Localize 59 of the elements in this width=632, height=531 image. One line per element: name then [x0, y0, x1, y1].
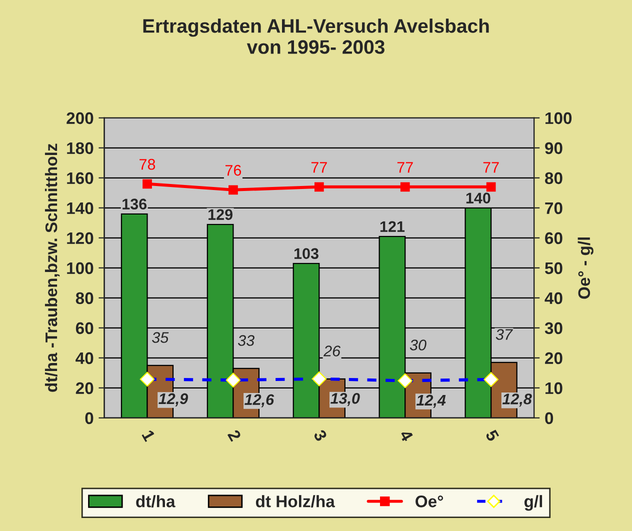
y2-tick-label: 40	[544, 292, 562, 304]
data-label: 12,4	[416, 394, 446, 408]
x-tick-label: 2	[227, 429, 242, 442]
chart-title: Ertragsdaten AHL-Versuch Avelsbach von 1995- 2003	[143, 18, 489, 54]
data-label: 12,8	[502, 394, 532, 407]
y-tick-label: 180	[67, 142, 94, 154]
y2-axis-title: Oe° - g/l	[578, 237, 594, 299]
data-label: 77	[311, 162, 327, 173]
legend-label: dt/ha	[136, 495, 176, 508]
x-tick-label: 5	[485, 429, 500, 442]
y-tick-label: 100	[67, 262, 94, 274]
data-label: 76	[225, 164, 242, 176]
data-label: 77	[397, 162, 413, 173]
y2-tick-label: 0	[545, 412, 554, 424]
point	[228, 185, 238, 195]
y2-tick-label: 90	[545, 142, 562, 154]
y2-tick-label: 20	[545, 352, 562, 364]
legend-label: dt Holz/ha	[256, 495, 335, 508]
y2-tick-label: 10	[546, 382, 562, 394]
y2-tick-label: 50	[544, 262, 562, 274]
y-tick-label: 120	[67, 232, 94, 244]
y-tick-label: 140	[67, 202, 94, 214]
point	[400, 182, 410, 192]
point	[314, 182, 324, 192]
y-tick-label: 80	[76, 292, 94, 304]
data-label: 12,9	[158, 393, 188, 406]
point	[486, 182, 496, 192]
y-tick-label: 200	[66, 112, 94, 124]
legend-label: g/l	[524, 495, 542, 511]
data-label: 13,0	[330, 393, 360, 406]
data-label: 121	[380, 221, 405, 232]
y-tick-label: 60	[76, 322, 94, 334]
data-label: 103	[294, 248, 318, 259]
y-tick-label: 40	[76, 352, 94, 364]
data-label: 26	[323, 346, 341, 356]
x-tick-label: 3	[313, 428, 328, 442]
data-label: 33	[238, 335, 254, 346]
x-tick-label: 4	[399, 428, 414, 442]
data-label: 37	[496, 329, 513, 340]
data-label: 77	[483, 162, 499, 173]
y2-tick-label: 80	[544, 172, 562, 184]
y2-tick-label: 70	[545, 202, 562, 214]
y-axis-title: dt/ha -Trauben,bzw. Schnittholz	[44, 144, 60, 392]
data-label: 136	[122, 198, 147, 210]
y2-tick-label: 100	[546, 112, 572, 124]
point	[142, 179, 152, 189]
data-label: 35	[152, 332, 169, 343]
y2-tick-label: 60	[545, 232, 562, 244]
y-tick-label: 20	[76, 382, 94, 394]
x-tick-label: 1	[142, 430, 156, 442]
legend-label: Oe°	[416, 496, 444, 508]
y-tick-label: 0	[85, 412, 94, 424]
y2-tick-label: 30	[544, 322, 562, 334]
data-label: 30	[410, 340, 426, 350]
data-label: 140	[466, 192, 490, 204]
data-label: 78	[140, 158, 156, 170]
data-label: 12,6	[244, 394, 274, 408]
data-label: 129	[208, 209, 232, 220]
y-tick-label: 160	[67, 172, 94, 184]
